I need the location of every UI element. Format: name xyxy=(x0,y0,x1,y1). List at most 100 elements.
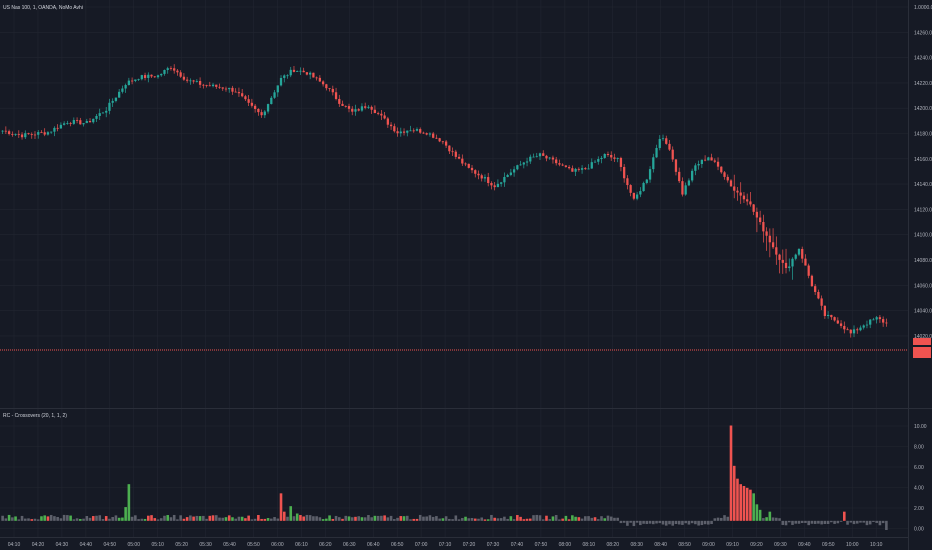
indicator-bar xyxy=(234,518,237,521)
candle-body xyxy=(72,120,75,124)
candle-body xyxy=(749,201,752,205)
candle-body xyxy=(432,133,435,138)
candle-body xyxy=(402,131,406,133)
candle-body xyxy=(321,81,325,85)
candle-body xyxy=(500,182,503,184)
candle-body xyxy=(221,87,224,89)
indicator-bar xyxy=(461,518,464,521)
indicator-bar xyxy=(868,520,872,525)
candle-body xyxy=(671,149,674,160)
candle-body xyxy=(632,192,636,199)
indicator-bar xyxy=(687,520,691,525)
candle-body xyxy=(312,72,315,78)
indicator-bar xyxy=(677,520,681,525)
indicator-bar xyxy=(130,516,134,521)
candle-body xyxy=(655,147,658,158)
indicator-bar xyxy=(344,515,348,521)
indicator-bar xyxy=(561,518,564,521)
indicator-bar xyxy=(813,520,817,524)
indicator-bar xyxy=(286,516,289,521)
indicator-bar xyxy=(143,518,147,521)
indicator-bar xyxy=(422,516,425,521)
indicator-bar xyxy=(551,516,555,521)
candle-body xyxy=(758,217,762,223)
candle-body xyxy=(4,130,7,132)
candle-body xyxy=(564,165,568,167)
candle-body xyxy=(198,80,202,85)
candle-body xyxy=(648,169,652,180)
candle-body xyxy=(600,157,603,160)
candle-body xyxy=(784,262,788,269)
candle-body xyxy=(33,134,37,136)
candle-body xyxy=(354,109,357,112)
indicator-bar xyxy=(454,515,458,521)
candle-body xyxy=(480,175,483,179)
indicator-bar xyxy=(56,516,59,521)
candle-body xyxy=(50,131,53,133)
time-tick-label: 10:10 xyxy=(870,542,883,548)
candle-body xyxy=(700,159,703,165)
candle-body xyxy=(422,132,425,134)
indicator-bar xyxy=(389,515,393,521)
candle-body xyxy=(66,123,69,124)
price-axis[interactable]: 1.0000.0 14260.0 14240.0 14220.0 14200.0 1418… xyxy=(914,5,932,340)
price-tick-label: 1.0000.0 xyxy=(914,5,932,11)
indicator-bar xyxy=(739,484,743,521)
indicator-bar xyxy=(885,520,888,530)
candle-body xyxy=(746,199,749,202)
candle-body xyxy=(561,164,564,166)
candle-body xyxy=(444,141,448,146)
candle-body xyxy=(448,145,451,152)
indicator-bar xyxy=(778,518,781,521)
candle-body xyxy=(409,130,412,132)
indicator-bar xyxy=(189,515,192,521)
indicator-bar xyxy=(596,519,600,521)
candle-body xyxy=(619,157,623,167)
indicator-bar xyxy=(516,515,519,521)
indicator-bar xyxy=(820,520,823,525)
candle-body xyxy=(24,133,27,138)
time-tick-label: 06:20 xyxy=(319,542,332,548)
candle-body xyxy=(532,156,535,158)
indicator-bar xyxy=(302,516,305,521)
candle-body xyxy=(237,92,241,94)
candle-body xyxy=(40,132,43,133)
indicator-bar xyxy=(20,515,24,521)
indicator-bar xyxy=(85,515,89,521)
candle-body xyxy=(370,106,373,110)
candle-body xyxy=(804,258,807,266)
indicator-bar xyxy=(218,517,221,521)
candle-body xyxy=(843,325,846,330)
candle-body xyxy=(461,158,464,164)
indicator-legend[interactable]: RC - Crossovers (20, 1, 1, 2) xyxy=(3,413,67,419)
candle-body xyxy=(59,124,63,129)
candle-body xyxy=(425,133,428,135)
indicator-bar xyxy=(483,519,487,521)
indicator-bar xyxy=(707,520,710,525)
indicator-bar xyxy=(830,520,833,523)
indicator-bar xyxy=(331,518,335,521)
indicator-bar xyxy=(457,519,461,521)
candle-body xyxy=(509,172,512,175)
indicator-bar xyxy=(205,518,208,521)
price-tick-label: 14120.0 xyxy=(914,207,932,213)
indicator-bar xyxy=(859,520,862,523)
indicator-bar xyxy=(159,518,163,521)
candle-body xyxy=(156,75,160,78)
candle-body xyxy=(108,102,111,111)
symbol-legend[interactable]: US Nas 100, 1, OANDA, NoMo Avhi xyxy=(3,5,83,11)
candle-body xyxy=(11,134,14,135)
candle-body xyxy=(286,75,289,77)
indicator-axis[interactable]: 10.00 8.00 6.00 4.00 2.00 0.00 xyxy=(914,424,927,533)
indicator-bar xyxy=(567,519,571,521)
candle-body xyxy=(810,275,814,287)
price-tick-label: 14100.0 xyxy=(914,233,932,239)
indicator-bar xyxy=(273,517,276,521)
candle-body xyxy=(247,99,250,103)
candle-body xyxy=(37,132,40,135)
indicator-bar xyxy=(765,517,768,521)
indicator-bar xyxy=(124,507,127,521)
indicator-bar xyxy=(435,516,438,521)
time-axis[interactable]: 04:10 04:20 04:30 04:40 04:50 05:00 05:10 05:20… xyxy=(8,542,883,548)
